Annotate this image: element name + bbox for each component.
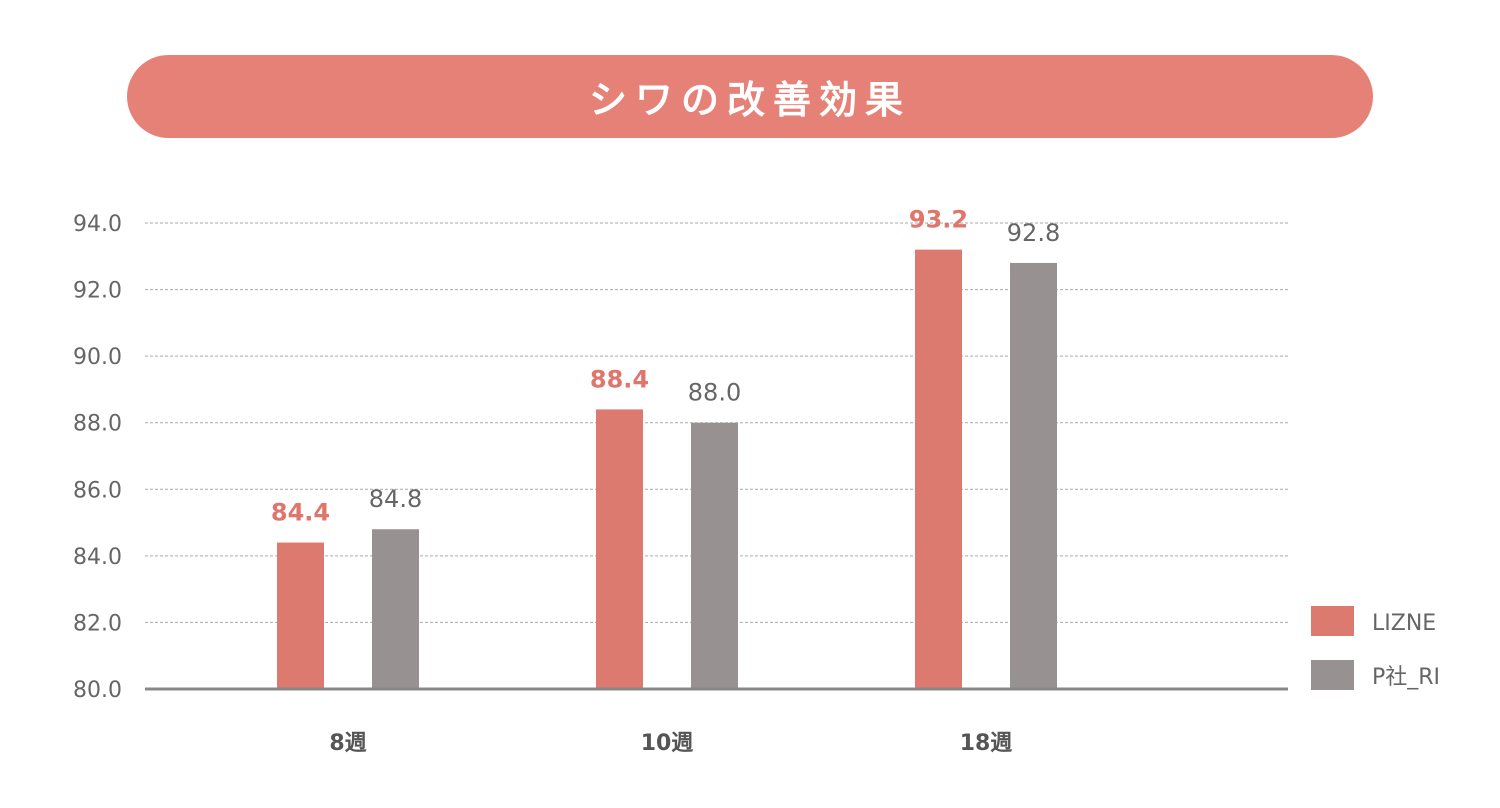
data-label: 92.8 — [1007, 219, 1060, 247]
chart-title: シワの改善効果 — [588, 78, 911, 122]
legend-label: P社_RI — [1372, 665, 1440, 690]
y-tick-label: 88.0 — [73, 412, 122, 437]
y-tick-label: 84.0 — [73, 545, 122, 570]
bar-lizne-1 — [596, 409, 643, 689]
y-tick-label: 82.0 — [73, 611, 122, 636]
bar-lizne-0 — [277, 542, 324, 689]
bar-pri-1 — [691, 422, 738, 689]
x-tick-label: 8週 — [329, 731, 366, 756]
data-label: 88.4 — [590, 365, 649, 393]
chart-title-banner: シワの改善効果 — [127, 55, 1373, 138]
y-tick-label: 92.0 — [73, 279, 122, 304]
y-tick-label: 90.0 — [73, 345, 122, 370]
data-label: 93.2 — [909, 206, 968, 234]
legend-label: LIZNE — [1372, 611, 1436, 636]
bar-pri-2 — [1010, 262, 1057, 689]
bar-pri-0 — [372, 529, 419, 689]
data-label: 88.0 — [688, 379, 741, 407]
x-tick-label: 18週 — [960, 731, 1013, 756]
legend-swatch — [1311, 660, 1354, 690]
data-label: 84.4 — [271, 499, 330, 527]
y-tick-label: 80.0 — [73, 678, 122, 703]
data-label: 84.8 — [369, 485, 422, 513]
bar-lizne-2 — [915, 249, 962, 689]
x-tick-label: 10週 — [641, 731, 694, 756]
y-tick-label: 94.0 — [73, 212, 122, 237]
legend-swatch — [1311, 606, 1354, 636]
y-tick-label: 86.0 — [73, 478, 122, 503]
